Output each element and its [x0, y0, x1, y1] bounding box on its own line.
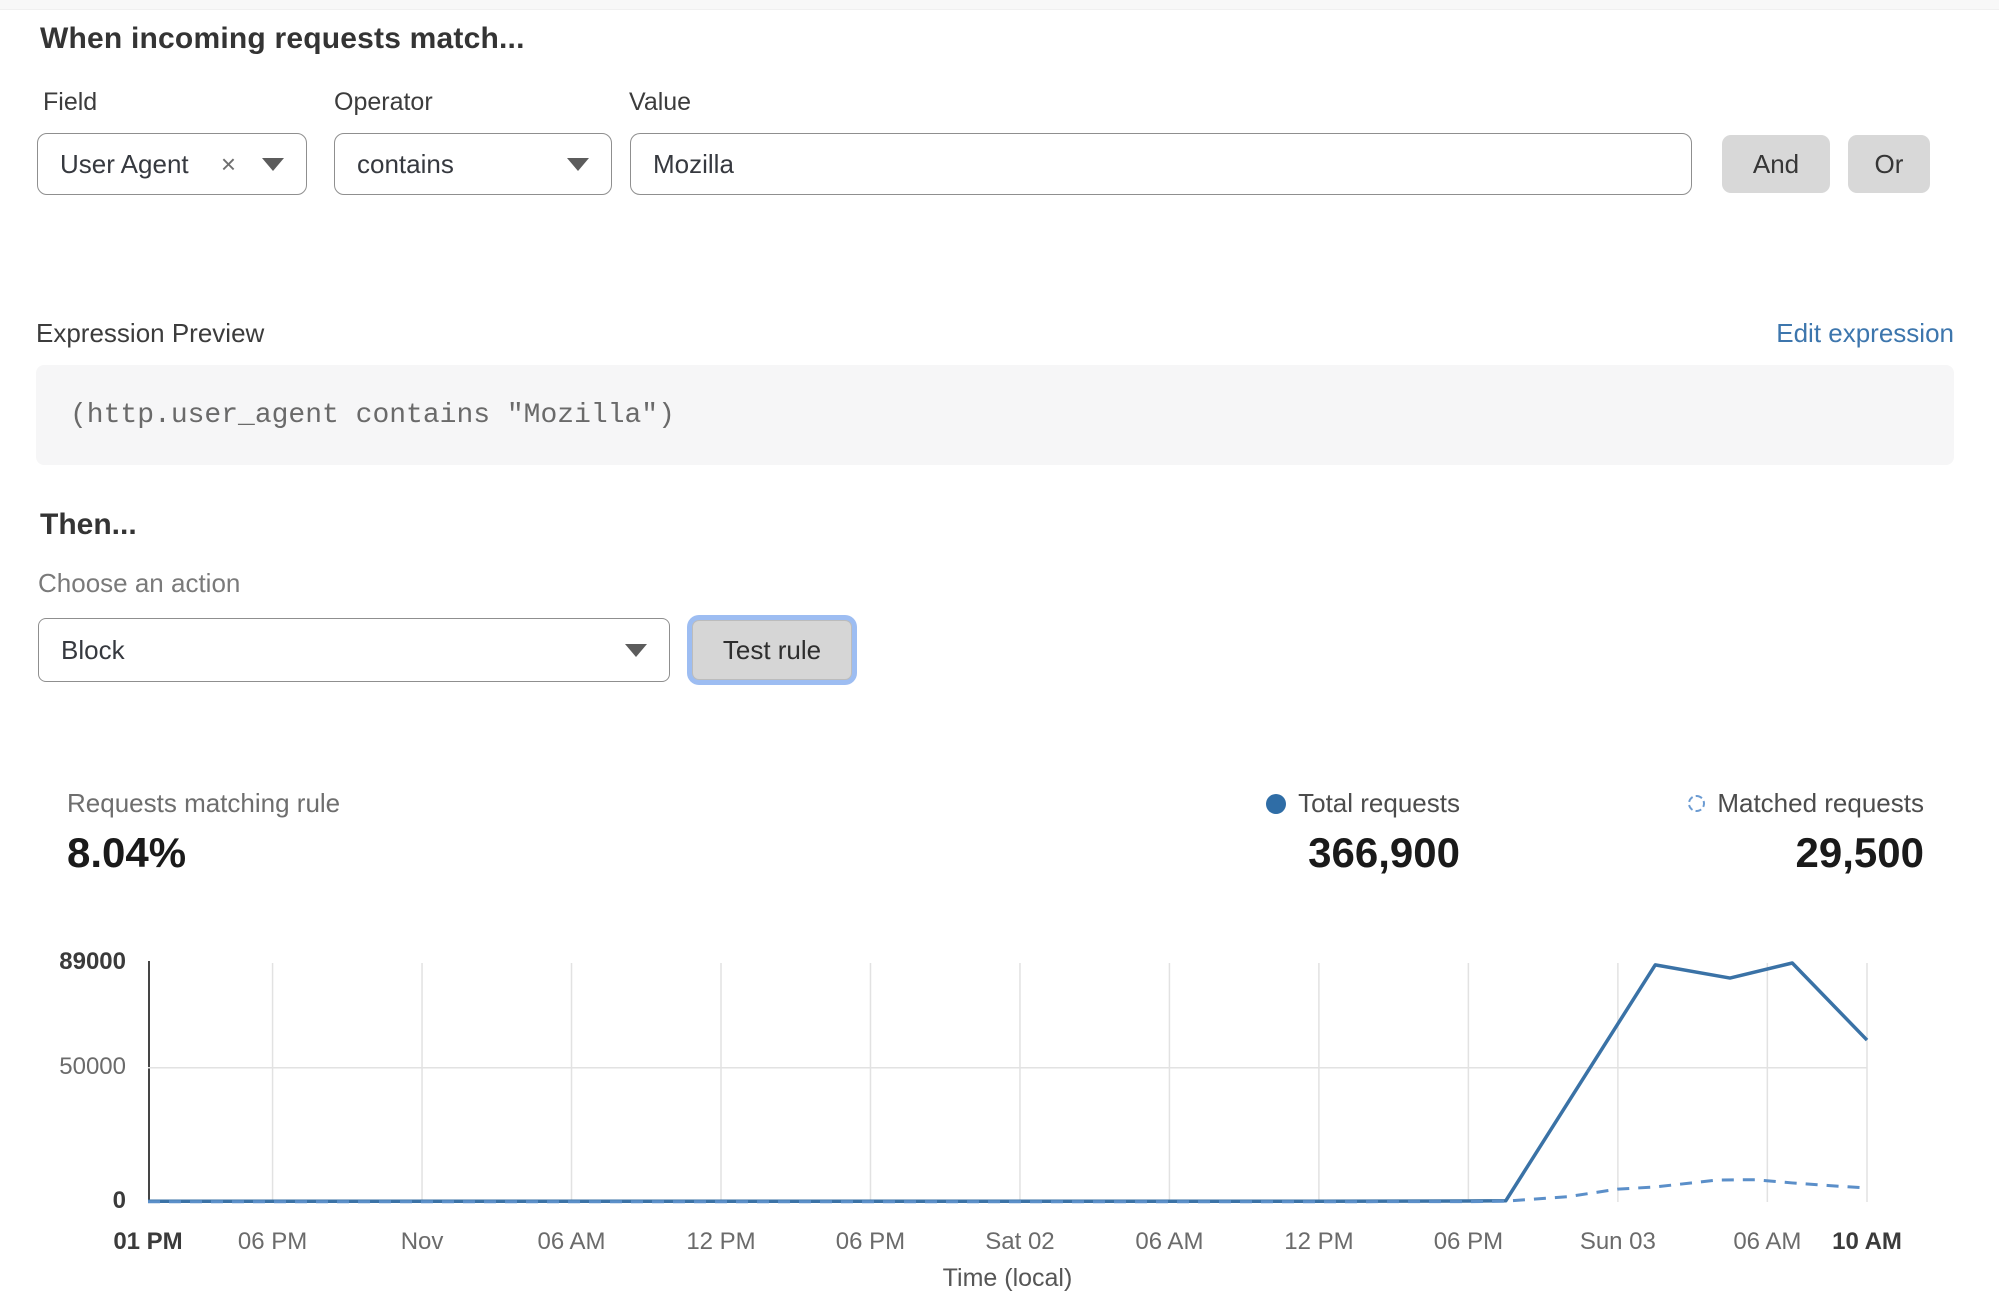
action-select-value: Block [61, 634, 125, 665]
x-tick-label: 12 PM [686, 1228, 756, 1255]
total-requests-stat: Total requests 366,900 [1266, 788, 1460, 877]
expression-code-block: (http.user_agent contains "Mozilla") [36, 365, 1954, 465]
x-tick-label: Sat 02 [985, 1228, 1055, 1255]
x-tick-label: 06 PM [237, 1228, 308, 1255]
or-button[interactable]: Or [1848, 135, 1930, 193]
x-tick-label: Nov [400, 1228, 444, 1255]
then-heading: Then... [40, 508, 137, 541]
and-button[interactable]: And [1722, 135, 1830, 193]
operator-label: Operator [334, 88, 433, 116]
x-tick-label: Sun 03 [1579, 1228, 1656, 1255]
choose-action-label: Choose an action [38, 568, 241, 598]
test-rule-button[interactable]: Test rule [692, 620, 852, 680]
rule-builder-heading: When incoming requests match... [40, 22, 525, 55]
matched-requests-label: Matched requests [1717, 788, 1924, 818]
chevron-down-icon [567, 157, 589, 171]
x-tick-label: 06 PM [835, 1228, 906, 1255]
x-tick-label: 06 AM [1135, 1228, 1204, 1255]
requests-matching-stat: Requests matching rule 8.04% [67, 788, 340, 877]
field-select-value: User Agent [60, 148, 189, 179]
action-select[interactable]: Block [38, 618, 670, 682]
x-tick-label: 06 PM [1433, 1228, 1504, 1255]
y-tick-label: 50000 [59, 1052, 126, 1080]
x-tick-label: 12 PM [1284, 1228, 1354, 1255]
matched-requests-legend-icon [1688, 795, 1706, 812]
matched-requests-stat: Matched requests 29,500 [1688, 788, 1924, 877]
total-requests-legend-icon [1266, 793, 1287, 814]
top-divider-strip [0, 0, 1999, 10]
y-tick-label: 0 [112, 1187, 126, 1214]
expression-preview-label: Expression Preview [36, 318, 265, 348]
requests-matching-value: 8.04% [67, 829, 187, 876]
chevron-down-icon [262, 157, 284, 171]
edit-expression-link[interactable]: Edit expression [1776, 318, 1954, 348]
x-tick-label: 06 AM [537, 1228, 606, 1255]
requests-matching-label: Requests matching rule [67, 788, 341, 818]
matched-requests-value: 29,500 [1795, 829, 1924, 876]
expression-code: (http.user_agent contains "Mozilla") [70, 399, 675, 431]
chart-y-axis [148, 961, 150, 1203]
total-requests-line [148, 961, 1869, 1203]
x-tick-label: 01 PM [113, 1228, 183, 1255]
field-select[interactable]: User Agent × [37, 133, 307, 195]
field-label: Field [43, 88, 98, 116]
value-input[interactable] [630, 133, 1692, 195]
x-tick-label: 06 AM [1733, 1228, 1802, 1255]
x-tick-label: 10 AM [1832, 1228, 1902, 1255]
x-axis-title: Time (local) [942, 1264, 1073, 1292]
operator-select-value: contains [357, 148, 454, 179]
matched-requests-line [148, 1178, 1868, 1204]
value-label: Value [629, 88, 692, 116]
y-tick-label: 89000 [59, 948, 126, 975]
total-requests-value: 366,900 [1308, 829, 1460, 876]
total-requests-label: Total requests [1298, 788, 1460, 818]
chevron-down-icon [625, 643, 647, 657]
operator-select[interactable]: contains [334, 133, 612, 195]
clear-field-icon[interactable]: × [220, 148, 236, 179]
